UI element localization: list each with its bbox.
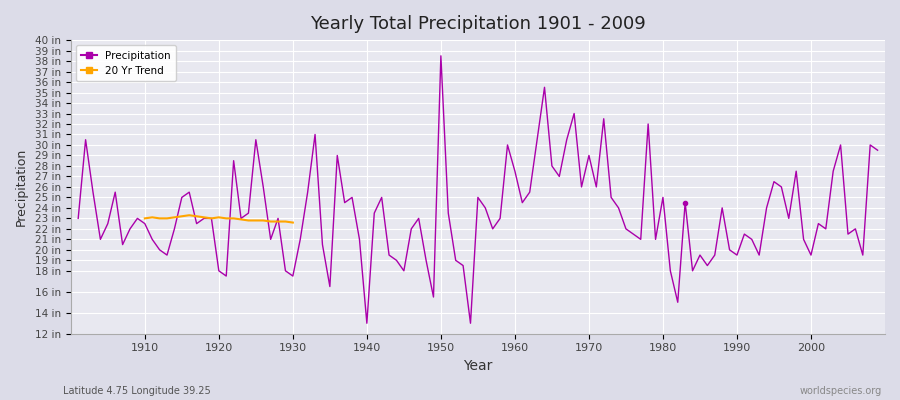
Text: Latitude 4.75 Longitude 39.25: Latitude 4.75 Longitude 39.25 <box>63 386 211 396</box>
Y-axis label: Precipitation: Precipitation <box>15 148 28 226</box>
X-axis label: Year: Year <box>464 359 492 373</box>
Title: Yearly Total Precipitation 1901 - 2009: Yearly Total Precipitation 1901 - 2009 <box>310 15 646 33</box>
Text: worldspecies.org: worldspecies.org <box>800 386 882 396</box>
Legend: Precipitation, 20 Yr Trend: Precipitation, 20 Yr Trend <box>76 45 176 81</box>
